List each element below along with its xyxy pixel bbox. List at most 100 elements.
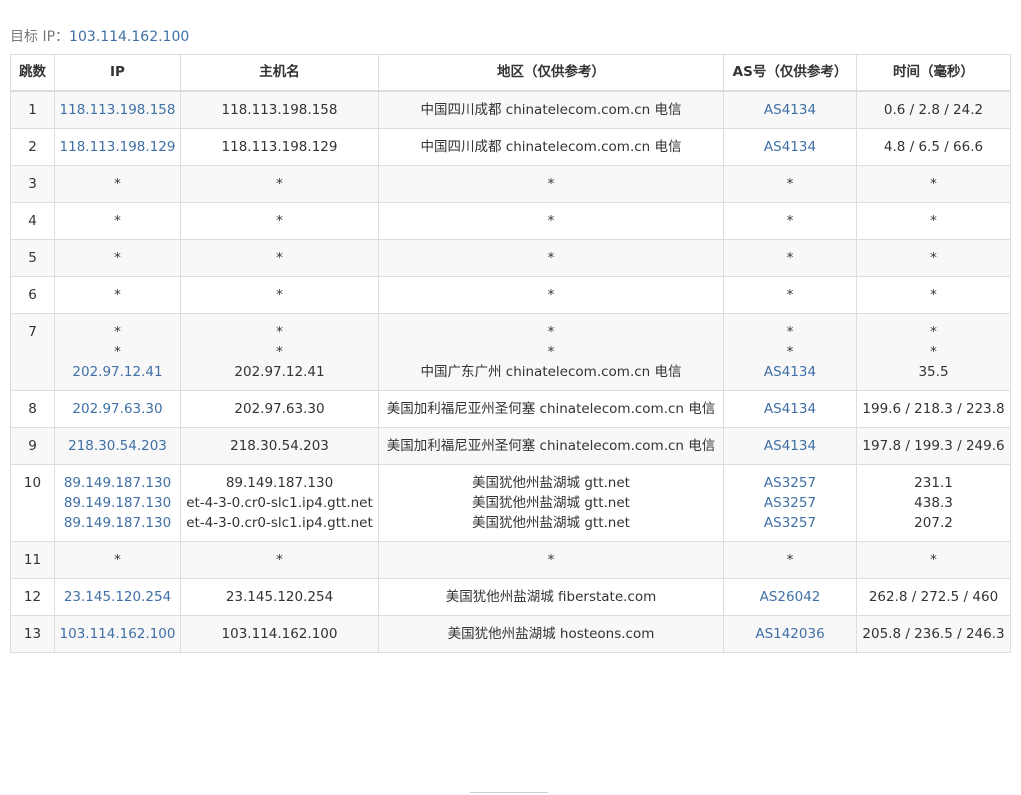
as-link[interactable]: AS4134	[763, 139, 817, 155]
ip-cell: *	[54, 202, 181, 240]
hostname-cell: 202.97.63.30	[180, 390, 379, 428]
hostname-text: 218.30.54.203	[230, 438, 329, 454]
hostname-text: 103.114.162.100	[221, 626, 338, 642]
table-header-row: 跳数 IP 主机名 地区（仅供参考） AS号（仅供参考） 时间（毫秒）	[10, 54, 1011, 92]
hostname-text: 202.97.63.30	[234, 401, 325, 417]
hostname-cell: *	[180, 541, 379, 579]
hostname-cell: *	[180, 239, 379, 277]
ip-link[interactable]: 89.149.187.130	[63, 515, 172, 531]
as-link[interactable]: AS3257	[763, 515, 817, 531]
time-cell: *	[856, 276, 1011, 314]
region-cell: 美国加利福尼亚州圣何塞 chinatelecom.com.cn 电信	[378, 390, 724, 428]
ip-link[interactable]: 118.113.198.158	[59, 102, 176, 118]
hop-cell: 6	[10, 276, 55, 314]
table-row: 1 118.113.198.158 118.113.198.158 中国四川成都 ch…	[10, 90, 1011, 129]
ip-cell: 218.30.54.203	[54, 427, 181, 465]
as-cell: * * AS4134	[723, 313, 857, 391]
as-link[interactable]: AS4134	[763, 401, 817, 417]
table-row: 2 118.113.198.129 118.113.198.129 中国四川成都 ch…	[10, 128, 1011, 166]
time-text: *	[930, 552, 937, 568]
as-text: *	[786, 287, 794, 303]
region-text: 中国四川成都 chinatelecom.com.cn 电信	[420, 102, 682, 118]
region-text: *	[547, 176, 555, 192]
time-text: *	[930, 176, 937, 192]
region-cell: *	[378, 276, 724, 314]
hostname-cell: *	[180, 202, 379, 240]
region-text: 美国犹他州盐湖城 hosteons.com	[447, 626, 655, 642]
time-text: *	[930, 287, 937, 303]
region-cell: *	[378, 202, 724, 240]
header-ip: IP	[54, 54, 181, 92]
ip-text: *	[114, 552, 121, 568]
time-cell: 4.8 / 6.5 / 66.6	[856, 128, 1011, 166]
hostname-cell: 118.113.198.158	[180, 90, 379, 129]
region-text: 美国犹他州盐湖城 gtt.net	[472, 515, 630, 531]
hop-cell: 2	[10, 128, 55, 166]
header-region: 地区（仅供参考）	[378, 54, 724, 92]
region-text: 美国加利福尼亚州圣何塞 chinatelecom.com.cn 电信	[386, 401, 716, 417]
target-ip-label: 目标 IP：	[10, 29, 70, 45]
hop-cell: 10	[10, 464, 55, 542]
hop-cell: 4	[10, 202, 55, 240]
ip-link[interactable]: 202.97.63.30	[72, 401, 163, 417]
region-text: *	[547, 324, 555, 340]
hostname-cell: 23.145.120.254	[180, 578, 379, 616]
header-hop: 跳数	[10, 54, 55, 92]
region-cell: 美国犹他州盐湖城 gtt.net 美国犹他州盐湖城 gtt.net 美国犹他州盐湖城…	[378, 464, 724, 542]
time-text: 231.1	[914, 475, 953, 491]
ip-link[interactable]: 89.149.187.130	[63, 495, 172, 511]
as-link[interactable]: AS3257	[763, 475, 817, 491]
time-text: *	[930, 324, 937, 340]
hostname-text: et-4-3-0.cr0-slc1.ip4.gtt.net	[186, 495, 373, 511]
as-cell: *	[723, 165, 857, 203]
header-time: 时间（毫秒）	[856, 54, 1011, 92]
table-row: 9 218.30.54.203 218.30.54.203 美国加利福尼亚州圣何塞 c…	[10, 427, 1011, 465]
header-hostname: 主机名	[180, 54, 379, 92]
table-row: 8 202.97.63.30 202.97.63.30 美国加利福尼亚州圣何塞 chi…	[10, 390, 1011, 428]
hostname-text: *	[276, 344, 283, 360]
region-text: *	[547, 213, 555, 229]
time-text: 197.8 / 199.3 / 249.6	[862, 438, 1005, 454]
region-text: 美国犹他州盐湖城 fiberstate.com	[445, 589, 657, 605]
ip-cell: * * 202.97.12.41	[54, 313, 181, 391]
traceroute-table: 跳数 IP 主机名 地区（仅供参考） AS号（仅供参考） 时间（毫秒） 1 118…	[10, 54, 1011, 653]
table-row: 7 * * 202.97.12.41 * * 202.97.12.41 * * 中国广东广州 ch…	[10, 313, 1011, 391]
time-cell: 0.6 / 2.8 / 24.2	[856, 90, 1011, 129]
ip-link[interactable]: 23.145.120.254	[63, 589, 172, 605]
as-link[interactable]: AS4134	[763, 364, 817, 380]
as-link[interactable]: AS142036	[755, 626, 825, 642]
as-link[interactable]: AS3257	[763, 495, 817, 511]
ip-link[interactable]: 103.114.162.100	[59, 626, 176, 642]
ip-cell: 202.97.63.30	[54, 390, 181, 428]
as-link[interactable]: AS26042	[759, 589, 821, 605]
region-cell: *	[378, 541, 724, 579]
time-text: 438.3	[914, 495, 953, 511]
bottom-divider	[470, 792, 548, 793]
ip-cell: *	[54, 541, 181, 579]
ip-link[interactable]: 89.149.187.130	[63, 475, 172, 491]
hostname-text: *	[276, 213, 283, 229]
hop-cell: 1	[10, 90, 55, 129]
hostname-text: *	[276, 250, 283, 266]
target-ip-link[interactable]: 103.114.162.100	[69, 29, 190, 45]
as-link[interactable]: AS4134	[763, 438, 817, 454]
ip-link[interactable]: 118.113.198.129	[59, 139, 176, 155]
header-as: AS号（仅供参考）	[723, 54, 857, 92]
time-text: 35.5	[918, 364, 949, 380]
table-row: 11 * * * * *	[10, 541, 1011, 579]
ip-text: *	[114, 344, 121, 360]
as-text: *	[786, 552, 794, 568]
ip-link[interactable]: 218.30.54.203	[68, 438, 167, 454]
time-text: 0.6 / 2.8 / 24.2	[883, 102, 984, 118]
table-row: 12 23.145.120.254 23.145.120.254 美国犹他州盐湖城 f…	[10, 578, 1011, 616]
ip-text: *	[114, 287, 121, 303]
as-link[interactable]: AS4134	[763, 102, 817, 118]
ip-text: *	[114, 250, 121, 266]
ip-link[interactable]: 202.97.12.41	[72, 364, 163, 380]
time-text: 207.2	[914, 515, 953, 531]
time-text: *	[930, 344, 937, 360]
region-text: 美国加利福尼亚州圣何塞 chinatelecom.com.cn 电信	[386, 438, 716, 454]
as-cell: AS26042	[723, 578, 857, 616]
hostname-text: *	[276, 287, 283, 303]
ip-cell: *	[54, 239, 181, 277]
